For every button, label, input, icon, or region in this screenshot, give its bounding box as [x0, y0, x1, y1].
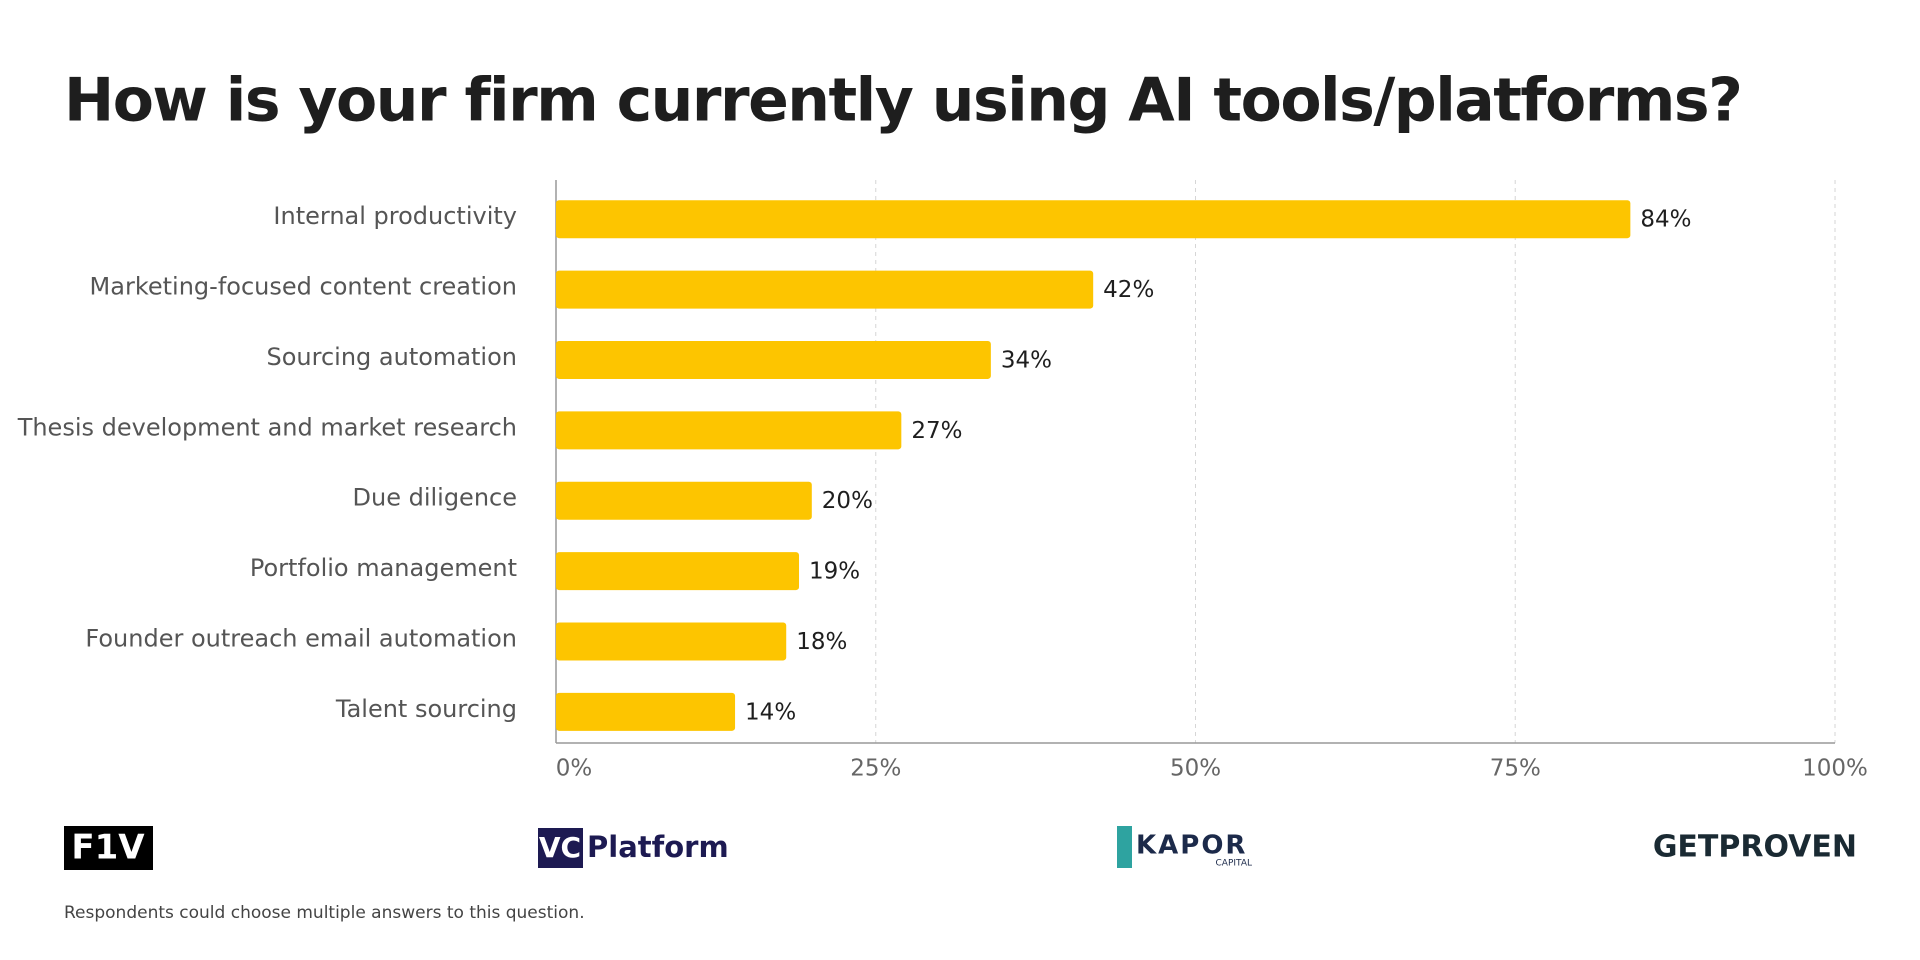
logo-text: KAPOR — [1136, 831, 1247, 861]
x-tick-label: 50% — [1170, 756, 1221, 782]
y-tick-label: Due diligence — [353, 484, 518, 512]
bar — [556, 270, 1094, 309]
bar — [556, 411, 902, 450]
logos: F1V VC Platform KAPOR CAPITAL GETPROVEN — [64, 826, 1857, 870]
logo-shape — [1117, 826, 1132, 868]
footnote: Respondents could choose multiple answer… — [64, 903, 585, 923]
data-label: 34% — [1001, 347, 1052, 373]
data-label: 19% — [809, 559, 860, 585]
x-tick-label: 100% — [1802, 756, 1868, 782]
x-tick-label: 75% — [1490, 756, 1541, 782]
y-tick-label: Marketing-focused content creation — [90, 273, 517, 301]
logo-text: GETPROVEN — [1653, 830, 1857, 865]
bar — [556, 622, 787, 661]
logo-text: Platform — [587, 830, 729, 864]
bar — [556, 200, 1631, 239]
y-tick-label: Sourcing automation — [267, 343, 517, 371]
logo-text: VC — [539, 831, 581, 864]
y-tick-label: Internal productivity — [273, 202, 517, 230]
data-label: 84% — [1640, 207, 1691, 233]
data-label: 14% — [745, 699, 796, 725]
chart-title: How is your firm currently using AI tool… — [64, 66, 1741, 136]
data-label: 20% — [822, 488, 873, 514]
logo-text: CAPITAL — [1216, 859, 1253, 869]
x-tick-label: 0% — [556, 756, 593, 782]
bar — [556, 552, 800, 591]
y-tick-label: Founder outreach email automation — [85, 624, 517, 652]
data-label: 27% — [911, 418, 962, 444]
y-tick-label: Thesis development and market research — [17, 413, 517, 441]
y-tick-label: Portfolio management — [250, 554, 517, 582]
data-label: 42% — [1103, 277, 1154, 303]
bar — [556, 692, 736, 731]
bar — [556, 340, 991, 379]
logo-box — [64, 826, 153, 870]
x-tick-label: 25% — [850, 756, 901, 782]
bar — [556, 481, 812, 520]
logo-box — [538, 828, 583, 868]
data-label: 18% — [796, 629, 847, 655]
logo-text: F1V — [71, 828, 145, 868]
y-tick-label: Talent sourcing — [335, 695, 517, 723]
